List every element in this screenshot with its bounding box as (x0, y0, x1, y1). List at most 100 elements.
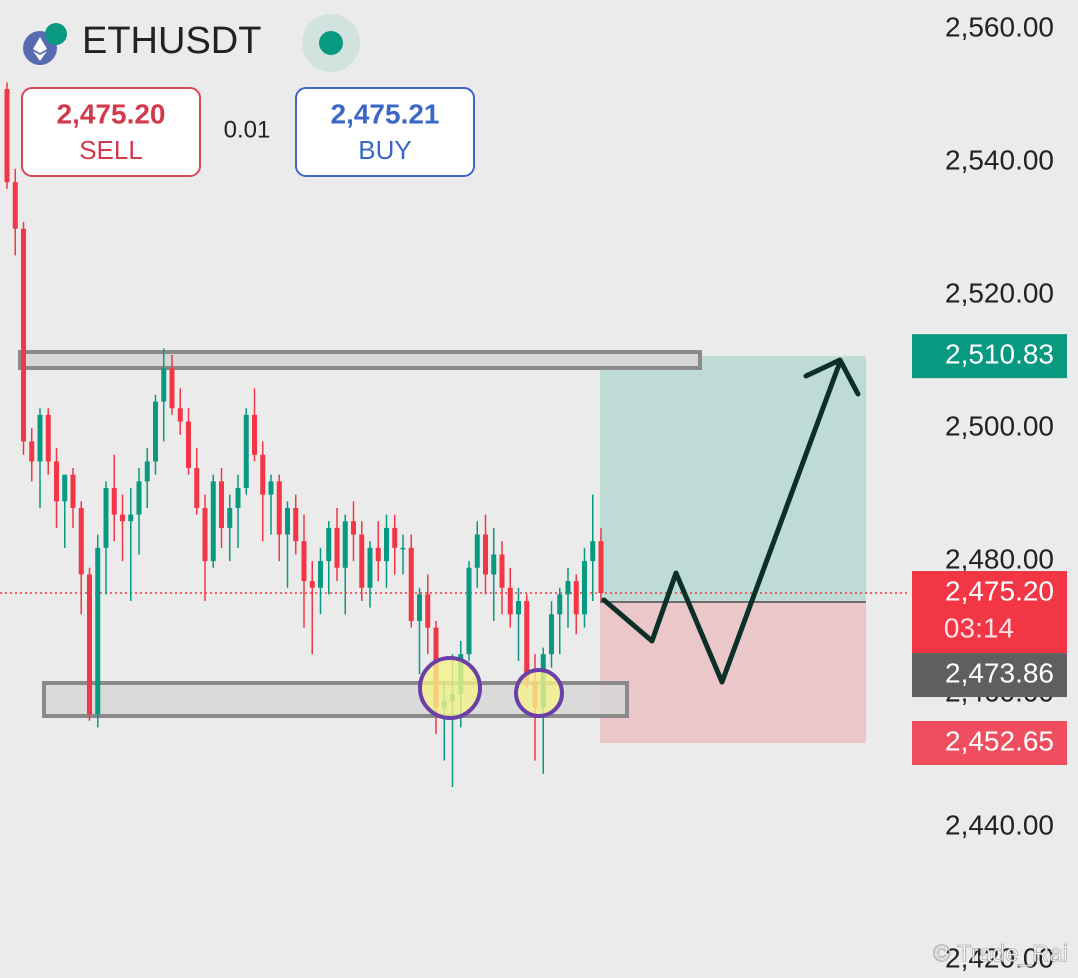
candle-body (235, 488, 241, 508)
candle-body (95, 547, 101, 715)
highlight-circle (514, 668, 564, 718)
badge (45, 23, 67, 45)
y-tick-label: 2,440.00 (945, 809, 1054, 840)
candle-body (565, 581, 571, 595)
candle-body (301, 541, 307, 582)
candle-body (524, 601, 530, 681)
candle-body (351, 521, 356, 535)
candle-body (582, 561, 587, 615)
candle-body (202, 507, 208, 562)
candle-body (260, 454, 266, 495)
candle-body (590, 541, 596, 562)
candle-body (210, 481, 216, 562)
candle-body (334, 527, 340, 568)
candle-body (87, 574, 92, 715)
entry-label: 2,473.86 (945, 657, 1054, 688)
candle-body (392, 527, 398, 548)
candle-body (252, 414, 257, 455)
candle-body (573, 581, 579, 615)
resistance-zone (18, 350, 702, 370)
candle-body (37, 414, 43, 462)
current-price-badge (912, 571, 1067, 654)
y-tick-label: 2,540.00 (945, 145, 1054, 176)
candle-body (384, 527, 389, 562)
candle-body (507, 587, 513, 615)
candle-body (309, 581, 315, 588)
price-labels: 2,510.83 2,475.20 03:14 2,473.86 2,452.65 (912, 334, 1067, 765)
buy-button[interactable] (295, 87, 475, 177)
candle-body (169, 368, 175, 409)
spread: 0.01 (224, 116, 271, 143)
y-tick-label: 2,480.00 (945, 544, 1054, 575)
candle-body (483, 534, 488, 575)
candle-body (425, 594, 431, 628)
candle-body (70, 474, 76, 508)
stop-label: 2,452.65 (945, 725, 1054, 756)
candle-body (400, 547, 406, 550)
candle-body (243, 414, 249, 489)
target-zone (600, 356, 866, 602)
eth-logo (33, 37, 47, 61)
watermark: © Trade_Rai (933, 940, 1068, 967)
candle-body (499, 554, 505, 588)
buy-label: BUY (358, 135, 411, 165)
candle-body (557, 594, 563, 615)
candle-body (54, 461, 59, 502)
candle-body (326, 527, 332, 562)
buy-price: 2,475.21 (331, 98, 440, 129)
candle-body (21, 228, 26, 442)
candle-body (78, 507, 84, 575)
candle-body (276, 481, 282, 535)
candle-body (12, 182, 18, 229)
symbol: ETHUSDT (82, 20, 261, 62)
candle-body (111, 488, 117, 515)
candle-body (474, 534, 480, 568)
candle-body (219, 481, 224, 528)
candle-body (408, 547, 414, 621)
sell-button[interactable] (21, 87, 201, 177)
candle-body (285, 507, 290, 535)
candle-body (293, 507, 299, 542)
stop-zone (600, 601, 866, 743)
candle-body (342, 521, 348, 568)
candle-body (375, 547, 381, 562)
candle-body (359, 534, 365, 588)
target-label: 2,510.83 (945, 339, 1054, 370)
candle-body (161, 368, 167, 402)
sell-price: 2,475.20 (57, 98, 166, 129)
candle-body (4, 89, 10, 183)
candle-body (177, 408, 183, 422)
candle-body (549, 614, 554, 655)
candle-body (29, 441, 35, 462)
candle-body (227, 507, 233, 528)
plot: 2,560.00 2,540.00 2,520.00 2,500.00 2,480.00… (0, 12, 1054, 973)
candle-body (62, 474, 68, 502)
candle-body (516, 601, 521, 615)
candle-body (491, 554, 497, 575)
sell-label: SELL (79, 135, 143, 165)
candle-body (367, 547, 373, 588)
candle-body (194, 468, 200, 508)
candle-body (136, 481, 142, 515)
candle-body (45, 414, 51, 462)
candle-body (598, 541, 604, 594)
candle-body (144, 461, 150, 482)
candle-body (120, 514, 125, 522)
y-tick-label: 2,420.00 (945, 942, 1054, 973)
candle-body (128, 514, 134, 522)
candle-body (103, 488, 109, 548)
entry-badge (912, 653, 1067, 698)
current-price-label: 2,475.20 (945, 575, 1054, 606)
candle-body (268, 481, 274, 495)
y-tick-label: 2,520.00 (945, 278, 1054, 309)
candle-body (186, 421, 191, 469)
y-tick-label: 2,560.00 (945, 12, 1054, 43)
forecast-arrow (601, 357, 861, 685)
status-dot (319, 31, 343, 55)
highlight-circle (418, 656, 482, 720)
y-tick-label: 2,500.00 (945, 411, 1054, 442)
candle-body (318, 561, 323, 588)
stop-badge (912, 720, 1067, 765)
countdown: 03:14 (944, 612, 1014, 643)
